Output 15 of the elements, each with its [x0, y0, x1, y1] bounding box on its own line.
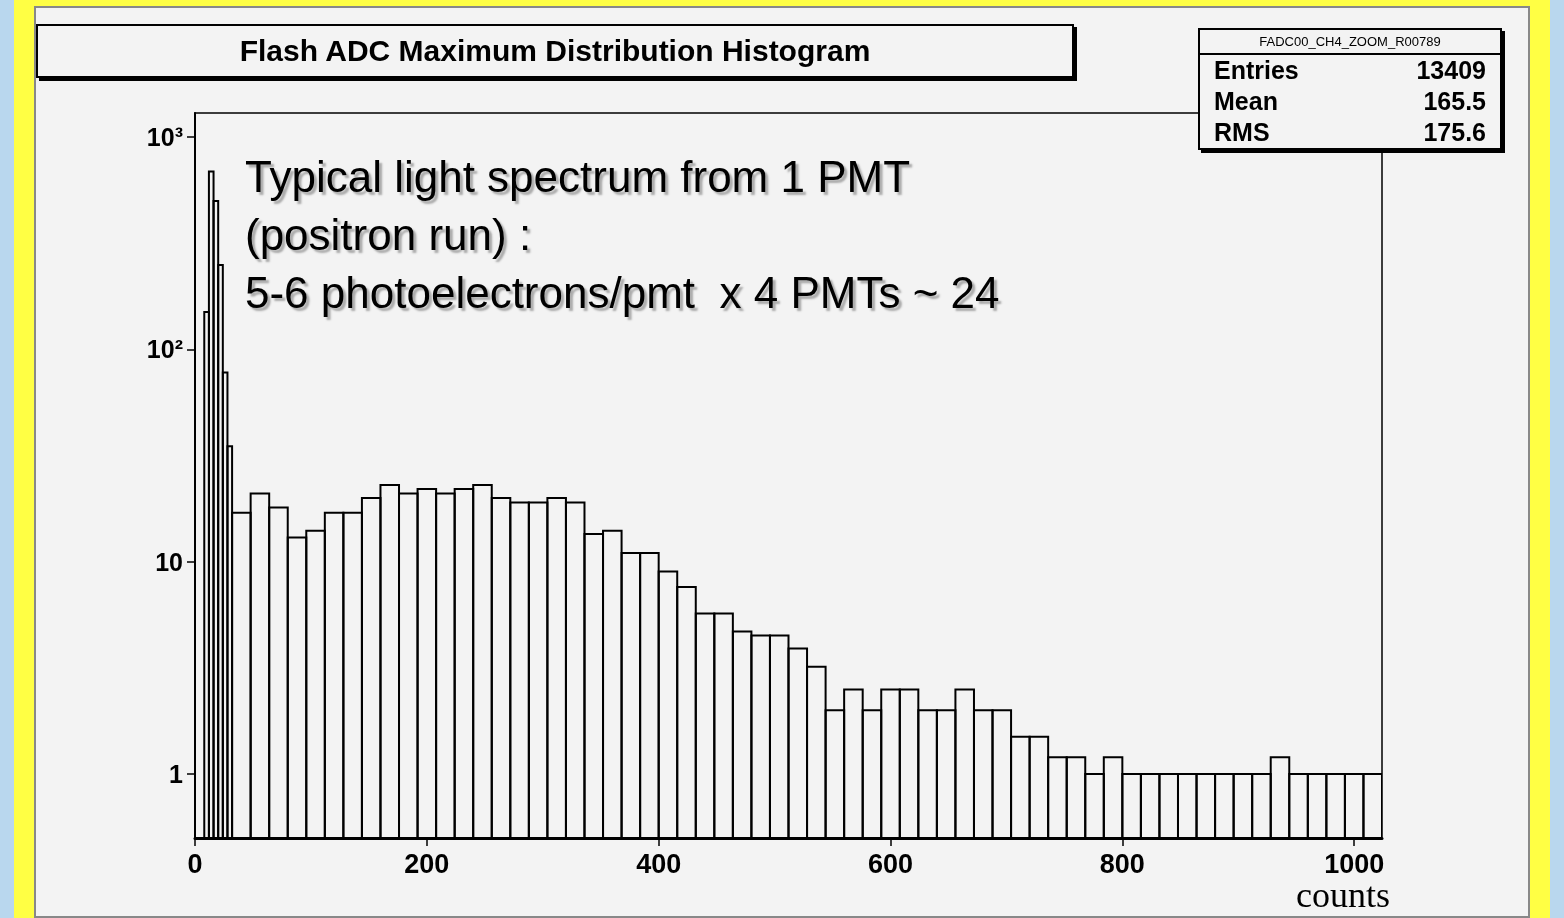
text: RMS 175.6	[1214, 118, 1486, 146]
chart-title: Flash ADC Maximum Distribution Histogram	[36, 24, 1074, 78]
text: Entries 13409	[1214, 56, 1486, 84]
y-tick-label: 10	[155, 547, 183, 576]
x-tick-label: 600	[867, 848, 914, 879]
x-tick-label: 800	[1099, 848, 1145, 879]
text: Mean 165.5	[1214, 87, 1486, 115]
text: FADC00_CH4_ZOOM_R00789	[1200, 30, 1500, 55]
annotation: Typical light spectrum from 1 PMT (positron run) : 5-6 photoelectrons/pmt x 4 PMTs ~ 24	[245, 151, 1000, 319]
y-tick-label: 1	[169, 760, 184, 789]
x-tick-label: 0	[187, 848, 203, 879]
x-tick-label: 200	[404, 848, 450, 879]
y-tick-label: 10²	[146, 335, 183, 364]
x-tick-label: 400	[636, 848, 682, 879]
y-tick-label: 10³	[146, 123, 183, 152]
